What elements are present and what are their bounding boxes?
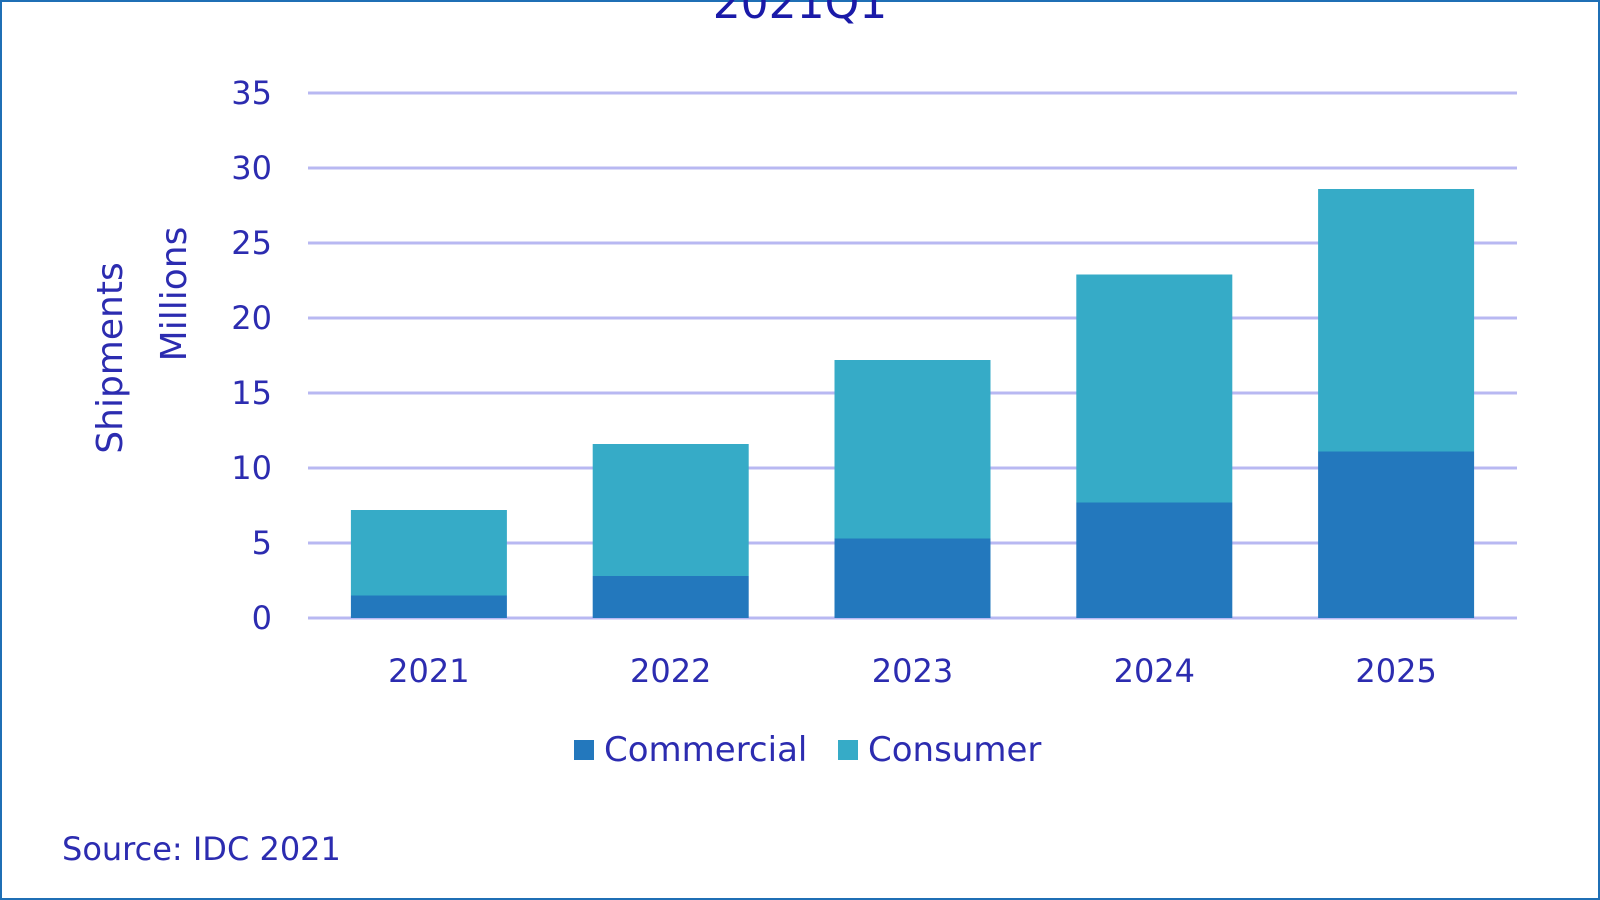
y-tick-label: 10 xyxy=(231,449,272,487)
bar-consumer xyxy=(350,510,507,596)
bar-commercial xyxy=(1076,502,1233,618)
x-tick-label: 2021 xyxy=(388,652,469,690)
y-tick-label: 15 xyxy=(231,374,272,412)
y-axis-label: Millions xyxy=(154,227,195,362)
source-note: Source: IDC 2021 xyxy=(62,830,341,868)
bar-commercial xyxy=(1318,451,1475,618)
y-tick-label: 20 xyxy=(231,299,272,337)
x-tick-label: 2022 xyxy=(630,652,711,690)
legend-label: Consumer xyxy=(868,730,1041,770)
x-tick-label: 2024 xyxy=(1114,652,1195,690)
bar-commercial xyxy=(834,538,991,618)
legend-swatch xyxy=(838,740,858,760)
x-tick-label: 2025 xyxy=(1355,652,1436,690)
chart-title: 2021Q1 xyxy=(712,0,888,29)
bar-consumer xyxy=(592,444,749,576)
y-axis-label: Shipments xyxy=(90,262,131,453)
x-tick-label: 2023 xyxy=(872,652,953,690)
bar-consumer xyxy=(834,360,991,539)
y-tick-label: 25 xyxy=(231,224,272,262)
bar-consumer xyxy=(1076,274,1233,503)
y-tick-label: 5 xyxy=(252,524,272,562)
legend-label: Commercial xyxy=(604,730,807,770)
bar-commercial xyxy=(350,595,507,618)
bar-consumer xyxy=(1318,189,1475,452)
y-tick-label: 0 xyxy=(252,599,272,637)
y-tick-label: 30 xyxy=(231,149,272,187)
y-tick-label: 35 xyxy=(231,74,272,112)
bar-commercial xyxy=(592,576,749,618)
legend-swatch xyxy=(574,740,594,760)
